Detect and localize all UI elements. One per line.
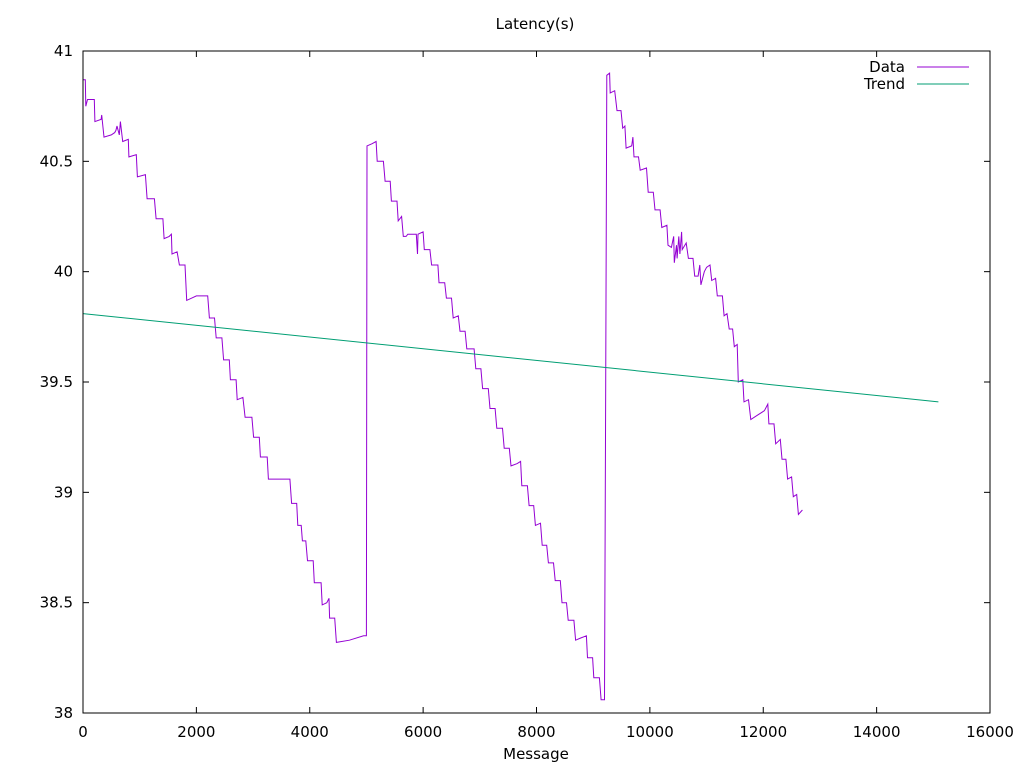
- x-tick-label: 0: [78, 723, 88, 741]
- legend-label-data: Data: [869, 58, 905, 76]
- x-tick-label: 16000: [966, 723, 1014, 741]
- x-tick-label: 12000: [739, 723, 787, 741]
- legend-label-trend: Trend: [863, 75, 905, 93]
- series-line-data: [83, 72, 803, 701]
- y-tick-label: 41: [54, 42, 73, 60]
- y-tick-label: 40: [54, 263, 73, 281]
- y-tick-label: 39.5: [40, 373, 73, 391]
- y-tick-label: 40.5: [40, 152, 73, 170]
- x-axis-label: Message: [503, 745, 569, 763]
- x-tick-label: 10000: [626, 723, 674, 741]
- y-tick-label: 39: [54, 483, 73, 501]
- x-tick-label: 4000: [291, 723, 329, 741]
- plot-layer: [82, 72, 939, 701]
- y-tick-label: 38: [54, 704, 73, 722]
- series-line-trend: [82, 313, 939, 403]
- x-tick-label: 14000: [853, 723, 901, 741]
- x-tick-label: 8000: [517, 723, 555, 741]
- chart-title: Latency(s): [496, 15, 575, 33]
- x-axis: 0 2000 4000 6000 8000 10000 12000 14000 16000: [78, 51, 1014, 741]
- y-axis: 38 38.5 39 39.5 40 40.5 41: [40, 42, 990, 722]
- x-tick-label: 2000: [177, 723, 215, 741]
- y-tick-label: 38.5: [40, 594, 73, 612]
- x-tick-label: 6000: [404, 723, 442, 741]
